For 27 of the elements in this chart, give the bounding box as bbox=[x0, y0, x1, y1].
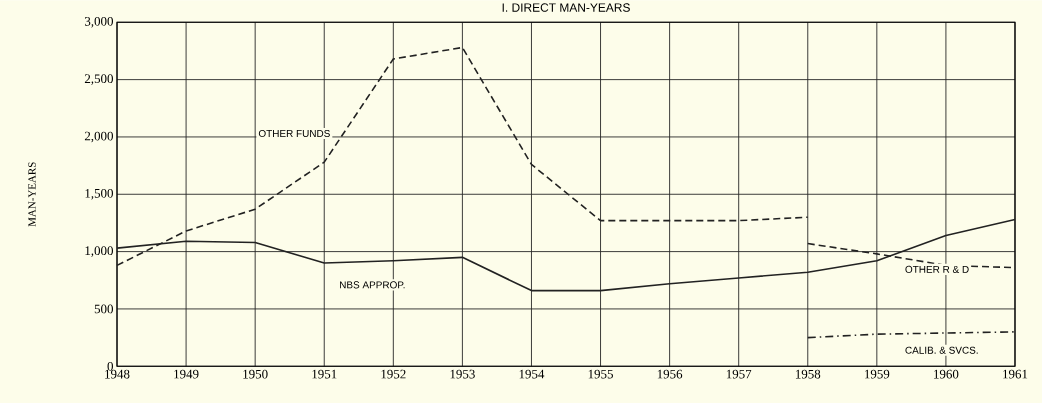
y-tick-label: 1,000 bbox=[85, 246, 113, 257]
x-tick-label: 1953 bbox=[450, 369, 475, 379]
x-tick-label: 1955 bbox=[588, 369, 613, 379]
y-tick-label: 1,500 bbox=[85, 188, 113, 200]
x-tick-label: 1960 bbox=[934, 369, 959, 379]
y-axis-title: MAN-YEARS bbox=[28, 162, 36, 227]
x-tick-label: 1961 bbox=[1003, 369, 1028, 379]
series-label: OTHER FUNDS bbox=[258, 129, 330, 137]
x-tick-label: 1954 bbox=[519, 369, 545, 379]
x-tick-label: 1948 bbox=[105, 369, 130, 379]
y-tick-label: 500 bbox=[94, 304, 113, 314]
series-label: NBS APPROP. bbox=[340, 281, 405, 289]
y-tick-label: 2,500 bbox=[84, 74, 113, 85]
y-tick-label: 0 bbox=[107, 361, 113, 371]
chart-title: I. DIRECT MAN-YEARS bbox=[502, 3, 630, 12]
x-tick-label: 1951 bbox=[312, 369, 337, 379]
series-label: CALIB. & SVCS. bbox=[905, 346, 978, 354]
x-tick-label: 1956 bbox=[657, 369, 683, 379]
y-tick-label: 3,000 bbox=[84, 16, 113, 28]
series-label: OTHER R & D bbox=[905, 265, 969, 273]
x-tick-label: 1950 bbox=[243, 369, 268, 379]
x-tick-label: 1949 bbox=[174, 369, 199, 379]
y-tick-label: 2,000 bbox=[84, 131, 113, 143]
x-tick-label: 1958 bbox=[795, 369, 821, 379]
x-tick-label: 1957 bbox=[726, 369, 752, 379]
x-tick-label: 1959 bbox=[865, 369, 890, 379]
x-tick-label: 1952 bbox=[381, 369, 406, 379]
